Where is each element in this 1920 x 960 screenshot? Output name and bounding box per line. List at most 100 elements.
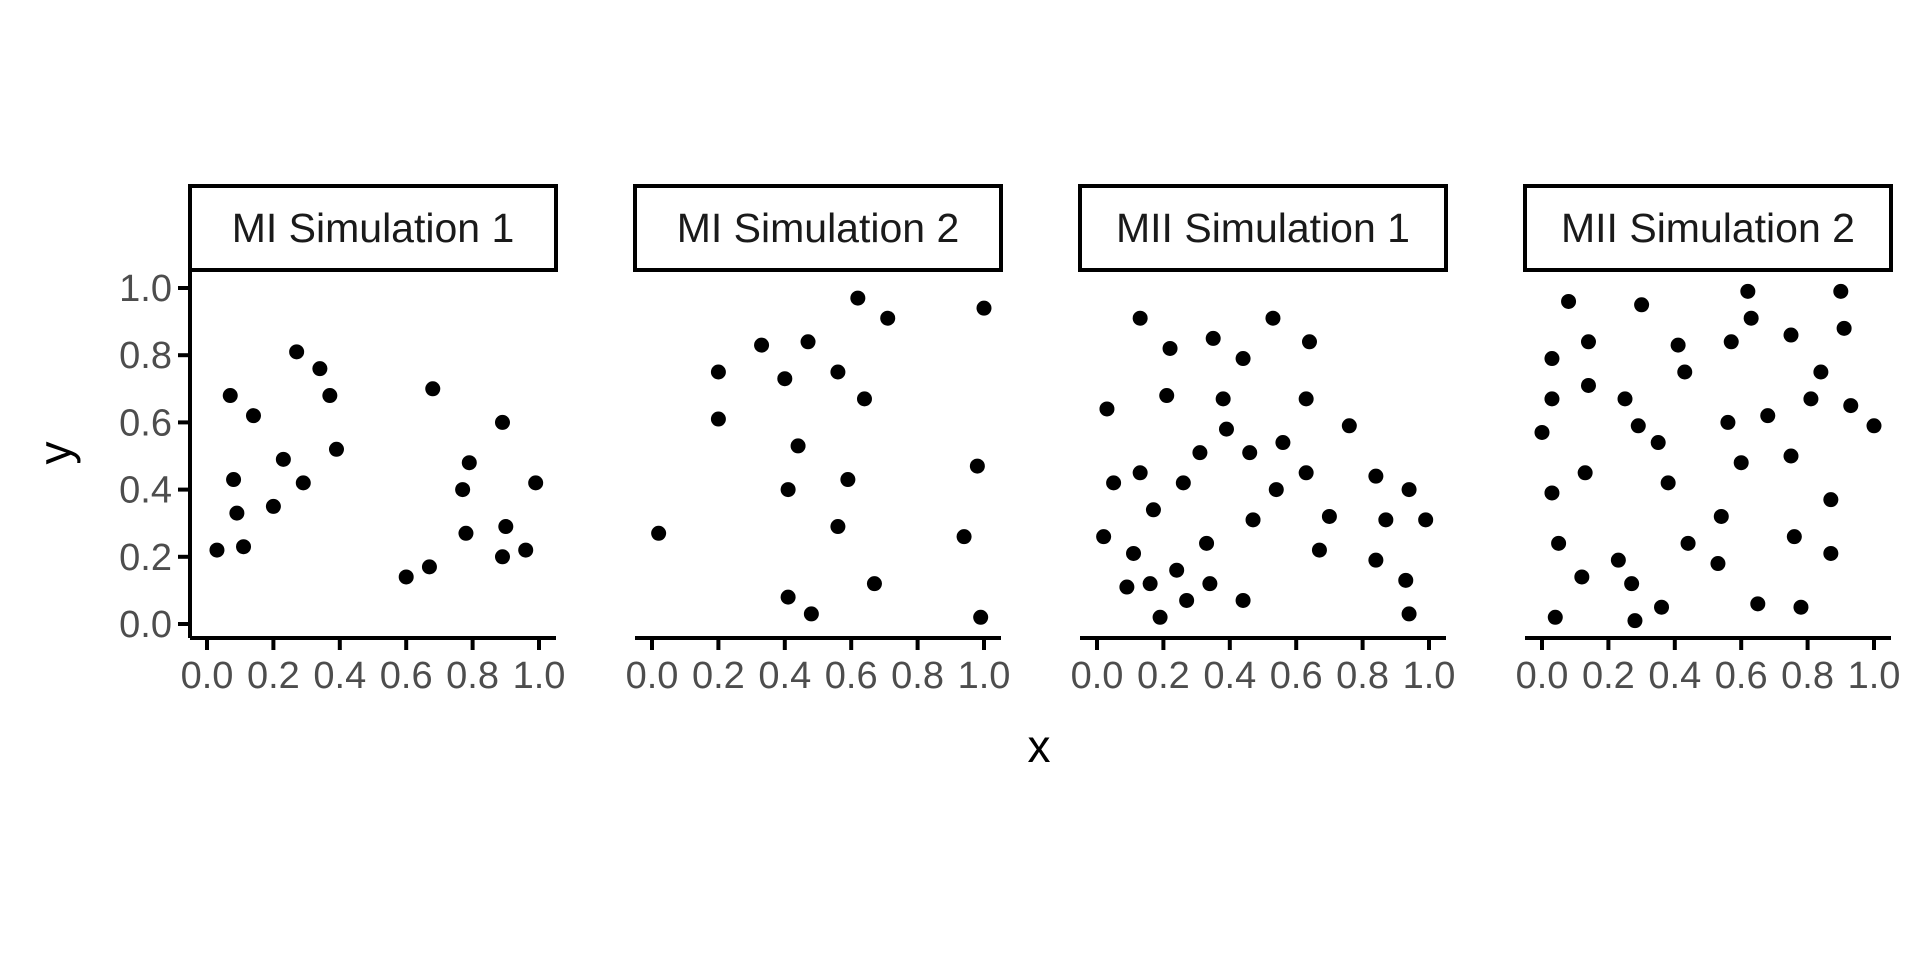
scatter-point xyxy=(1740,283,1756,299)
x-axis-title: x xyxy=(1028,720,1051,772)
scatter-point xyxy=(1401,606,1417,622)
scatter-point xyxy=(1242,445,1258,461)
scatter-point xyxy=(1720,414,1736,430)
scatter-point xyxy=(1610,552,1626,568)
scatter-point xyxy=(956,529,972,545)
scatter-point xyxy=(1813,364,1829,380)
scatter-point xyxy=(777,371,793,387)
scatter-point xyxy=(880,310,896,326)
panel-strip-title: MI Simulation 1 xyxy=(232,205,515,251)
scatter-point xyxy=(275,451,291,467)
scatter-point xyxy=(1561,293,1577,309)
scatter-point xyxy=(518,542,534,558)
panels-group: MI Simulation 1 0.0 0.2 0.4 0.6 0.8 1.0 0.0 0.2 0… xyxy=(119,184,1901,697)
scatter-point xyxy=(1823,545,1839,561)
scatter-point xyxy=(528,475,544,491)
x-tick-label: 0.6 xyxy=(1270,655,1323,697)
scatter-point xyxy=(226,472,242,488)
scatter-point xyxy=(790,438,806,454)
scatter-point xyxy=(295,475,311,491)
scatter-point xyxy=(1132,310,1148,326)
scatter-point xyxy=(455,482,471,498)
scatter-point xyxy=(856,391,872,407)
y-axis-title: y xyxy=(29,442,81,465)
scatter-point xyxy=(800,334,816,350)
scatter-point xyxy=(1677,364,1693,380)
scatter-point xyxy=(1175,475,1191,491)
scatter-point xyxy=(1617,391,1633,407)
scatter-point xyxy=(754,337,770,353)
scatter-point xyxy=(1843,398,1859,414)
scatter-point xyxy=(1202,576,1218,592)
scatter-point xyxy=(1368,552,1384,568)
y-tick-label: 0.0 xyxy=(119,604,172,646)
scatter-point xyxy=(1179,592,1195,608)
scatter-point xyxy=(289,344,305,360)
scatter-point xyxy=(803,606,819,622)
x-tick-label: 0.4 xyxy=(1648,655,1701,697)
scatter-point xyxy=(1783,327,1799,343)
x-tick-label: 0.8 xyxy=(1336,655,1389,697)
panel-strip xyxy=(188,184,558,272)
scatter-point xyxy=(1341,418,1357,434)
x-tick-label: 0.4 xyxy=(313,655,366,697)
scatter-point xyxy=(1630,418,1646,434)
scatter-point xyxy=(1218,421,1234,437)
scatter-point xyxy=(1401,482,1417,498)
scatter-point xyxy=(1624,576,1640,592)
panel-3: MII Simulation 1 0.0 0.2 0.4 0.6 0.8 1.0 xyxy=(1071,184,1455,697)
scatter-point xyxy=(780,589,796,605)
x-tick-label: 0.2 xyxy=(692,655,745,697)
scatter-point xyxy=(1750,596,1766,612)
scatter-point xyxy=(1321,508,1337,524)
scatter-point xyxy=(1398,572,1414,588)
x-tick-label: 0.0 xyxy=(1516,655,1569,697)
x-tick-label: 0.0 xyxy=(1071,655,1124,697)
scatter-point xyxy=(1580,334,1596,350)
x-tick-label: 0.2 xyxy=(1137,655,1190,697)
scatter-point xyxy=(1192,445,1208,461)
scatter-point xyxy=(1169,562,1185,578)
scatter-point xyxy=(1235,351,1251,367)
scatter-point xyxy=(1551,535,1567,551)
scatter-point xyxy=(1760,408,1776,424)
scatter-point xyxy=(1152,609,1168,625)
scatter-point xyxy=(1793,599,1809,615)
scatter-point xyxy=(229,505,245,521)
scatter-point xyxy=(1544,485,1560,501)
panel-strip xyxy=(633,184,1003,272)
panel-strip-title: MII Simulation 1 xyxy=(1116,205,1410,251)
scatter-point xyxy=(1547,609,1563,625)
scatter-point xyxy=(1786,529,1802,545)
scatter-point xyxy=(1670,337,1686,353)
scatter-point xyxy=(1096,529,1112,545)
scatter-point xyxy=(1099,401,1115,417)
scatter-point xyxy=(830,364,846,380)
scatter-point xyxy=(1145,502,1161,518)
scatter-point xyxy=(1823,492,1839,508)
scatter-point xyxy=(236,539,252,555)
scatter-point xyxy=(1368,468,1384,484)
scatter-point xyxy=(1268,482,1284,498)
scatter-point xyxy=(1265,310,1281,326)
x-tick-label: 1.0 xyxy=(958,655,1011,697)
x-tick-label: 0.4 xyxy=(758,655,811,697)
scatter-point xyxy=(328,441,344,457)
x-tick-label: 0.6 xyxy=(1715,655,1768,697)
x-tick-label: 1.0 xyxy=(1848,655,1901,697)
scatter-point xyxy=(866,576,882,592)
x-tick-label: 0.6 xyxy=(380,655,433,697)
scatter-point xyxy=(1311,542,1327,558)
scatter-point xyxy=(1159,388,1175,404)
scatter-point xyxy=(421,559,437,575)
scatter-point xyxy=(265,498,281,514)
scatter-point xyxy=(1544,391,1560,407)
scatter-point xyxy=(969,458,985,474)
scatter-point xyxy=(245,408,261,424)
scatter-point xyxy=(976,300,992,316)
scatter-point xyxy=(1205,330,1221,346)
scatter-point xyxy=(1132,465,1148,481)
scatter-point xyxy=(710,411,726,427)
x-tick-label: 0.0 xyxy=(626,655,679,697)
scatter-point xyxy=(1301,334,1317,350)
